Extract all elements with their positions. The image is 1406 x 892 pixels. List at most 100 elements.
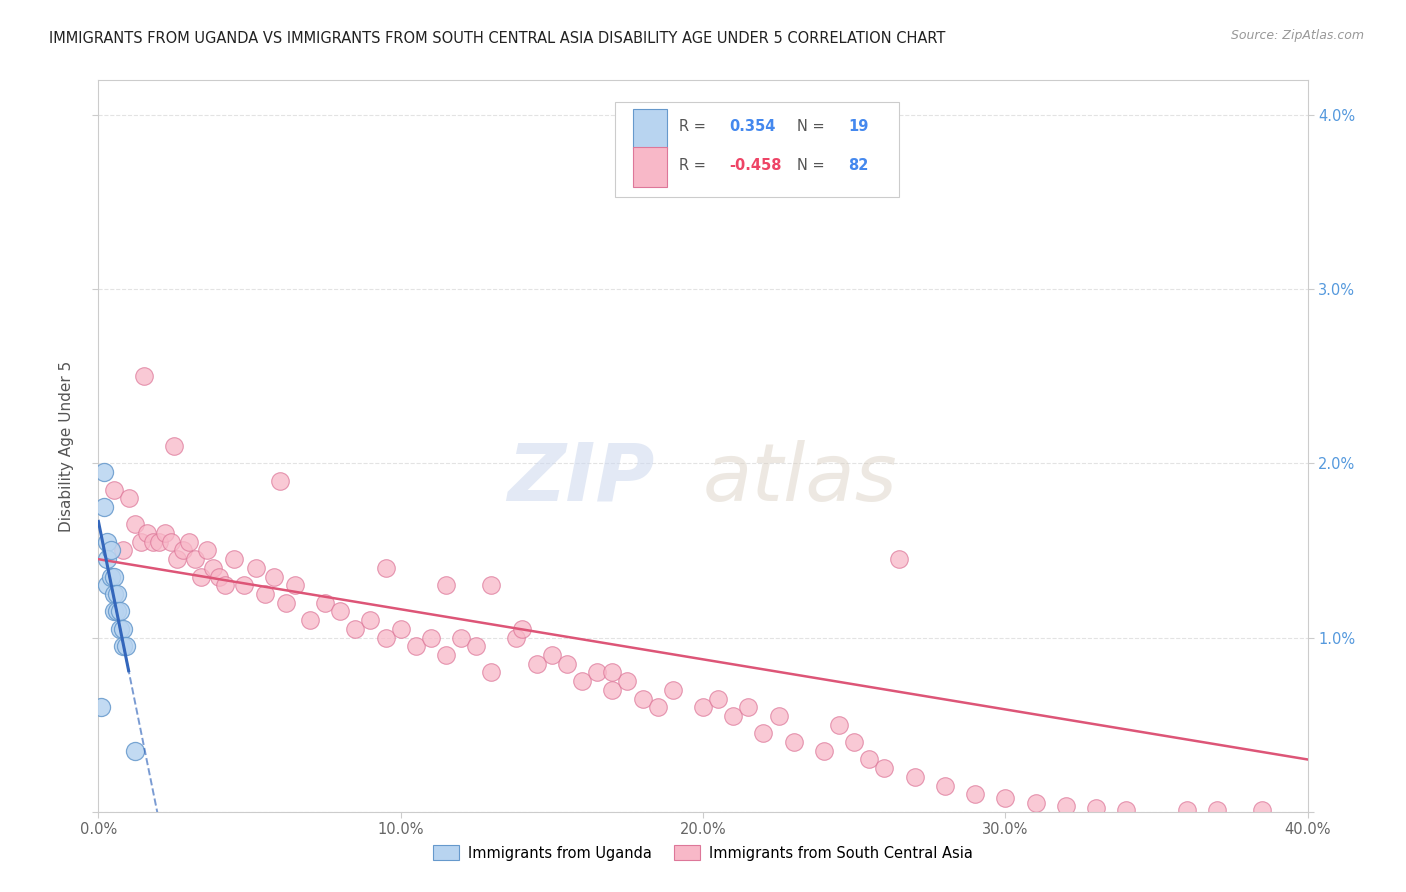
Point: [405, 640, 427, 654]
Point: [105, 587, 128, 601]
Point: [481, 665, 503, 680]
Point: [723, 709, 745, 723]
Point: [202, 561, 225, 575]
Point: [184, 552, 207, 566]
Bar: [633, 147, 666, 187]
Point: [108, 604, 131, 618]
Point: [389, 622, 412, 636]
Point: [329, 604, 352, 618]
Point: [93, 465, 115, 479]
Point: [124, 517, 146, 532]
Point: [96, 552, 118, 566]
Point: [103, 587, 125, 601]
Text: N =: N =: [797, 158, 830, 173]
Point: [994, 790, 1017, 805]
Point: [631, 691, 654, 706]
Point: [586, 665, 609, 680]
Point: [114, 640, 136, 654]
Point: [752, 726, 775, 740]
Point: [571, 674, 593, 689]
Point: [93, 500, 115, 514]
Point: [224, 552, 246, 566]
Point: [96, 578, 118, 592]
Point: [1206, 803, 1229, 817]
Point: [434, 648, 457, 662]
Point: [245, 561, 267, 575]
Text: ZIP: ZIP: [508, 440, 655, 518]
Point: [828, 717, 851, 731]
Legend: Immigrants from Uganda, Immigrants from South Central Asia: Immigrants from Uganda, Immigrants from …: [427, 839, 979, 867]
Bar: [633, 109, 666, 149]
Text: N =: N =: [797, 120, 830, 135]
Point: [1024, 796, 1046, 810]
Point: [103, 569, 125, 583]
Point: [616, 674, 638, 689]
Point: [108, 622, 131, 636]
Point: [465, 640, 488, 654]
Point: [153, 526, 176, 541]
Point: [540, 648, 562, 662]
Point: [111, 622, 134, 636]
Text: Source: ZipAtlas.com: Source: ZipAtlas.com: [1230, 29, 1364, 42]
Point: [232, 578, 254, 592]
Text: 19: 19: [848, 120, 869, 135]
Point: [96, 534, 118, 549]
Text: R =: R =: [679, 158, 710, 173]
Point: [208, 569, 231, 583]
Point: [269, 474, 291, 488]
Point: [737, 700, 759, 714]
Point: [160, 534, 183, 549]
Point: [768, 709, 790, 723]
Point: [692, 700, 714, 714]
FancyBboxPatch shape: [614, 103, 898, 197]
Point: [105, 604, 128, 618]
Text: R =: R =: [679, 120, 710, 135]
Point: [707, 691, 730, 706]
Point: [434, 578, 457, 592]
Point: [420, 631, 443, 645]
Point: [858, 752, 880, 766]
Point: [142, 534, 165, 549]
Point: [166, 552, 188, 566]
Text: 0.354: 0.354: [730, 120, 776, 135]
Point: [360, 613, 382, 627]
Point: [124, 744, 146, 758]
Point: [100, 569, 122, 583]
Point: [1175, 803, 1198, 817]
Point: [172, 543, 194, 558]
Point: [934, 779, 956, 793]
Point: [965, 787, 987, 801]
Point: [555, 657, 578, 671]
Point: [284, 578, 307, 592]
Point: [602, 682, 624, 697]
Point: [1085, 801, 1108, 815]
Point: [314, 596, 336, 610]
Point: [163, 439, 186, 453]
Point: [111, 543, 134, 558]
Point: [526, 657, 548, 671]
Point: [661, 682, 683, 697]
Point: [195, 543, 218, 558]
Text: IMMIGRANTS FROM UGANDA VS IMMIGRANTS FROM SOUTH CENTRAL ASIA DISABILITY AGE UNDE: IMMIGRANTS FROM UGANDA VS IMMIGRANTS FRO…: [49, 31, 946, 46]
Point: [103, 483, 125, 497]
Point: [100, 543, 122, 558]
Text: -0.458: -0.458: [730, 158, 782, 173]
Point: [602, 665, 624, 680]
Point: [873, 761, 896, 775]
Point: [253, 587, 276, 601]
Point: [132, 369, 155, 384]
Point: [374, 631, 396, 645]
Point: [813, 744, 835, 758]
Point: [1251, 803, 1274, 817]
Y-axis label: Disability Age Under 5: Disability Age Under 5: [59, 360, 75, 532]
Point: [783, 735, 806, 749]
Point: [1115, 803, 1137, 817]
Point: [148, 534, 170, 549]
Point: [118, 491, 141, 506]
Point: [299, 613, 322, 627]
Text: 82: 82: [848, 158, 869, 173]
Point: [274, 596, 297, 610]
Point: [190, 569, 212, 583]
Point: [481, 578, 503, 592]
Text: atlas: atlas: [703, 440, 898, 518]
